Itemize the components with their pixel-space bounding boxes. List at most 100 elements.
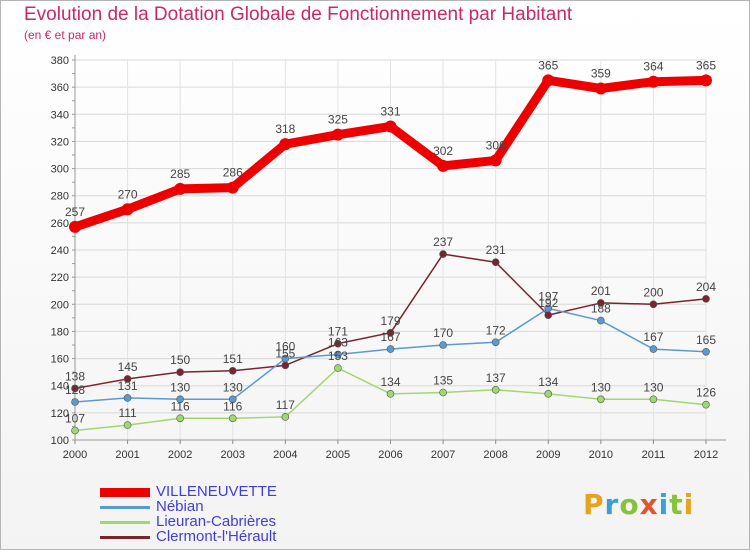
- data-label: 111: [118, 406, 137, 420]
- data-point: [71, 426, 79, 435]
- data-label: 170: [433, 326, 453, 340]
- y-tick-label: 300: [51, 164, 69, 176]
- data-label: 318: [275, 122, 295, 136]
- data-point: [71, 384, 79, 393]
- y-tick-label: 240: [51, 245, 69, 257]
- data-label: 145: [118, 360, 138, 374]
- data-label: 285: [170, 167, 190, 181]
- series-lines: [69, 74, 712, 435]
- data-point: [123, 375, 132, 383]
- data-point: [334, 339, 342, 348]
- x-tick-label: 2002: [168, 449, 192, 461]
- data-label: 130: [223, 380, 243, 394]
- legend-swatch: [100, 536, 150, 539]
- data-label: 365: [538, 58, 558, 72]
- data-point: [649, 395, 658, 404]
- logo-letter: P: [583, 488, 605, 521]
- data-label: 160: [275, 340, 295, 354]
- data-point: [439, 388, 447, 397]
- data-label: 116: [223, 399, 242, 413]
- data-point: [123, 421, 132, 429]
- data-label: 204: [696, 280, 716, 294]
- data-point: [700, 74, 712, 87]
- data-point: [281, 361, 290, 370]
- data-point: [437, 159, 450, 172]
- data-point: [281, 413, 290, 421]
- data-point: [176, 414, 184, 423]
- data-label: 163: [328, 336, 348, 350]
- data-point: [702, 295, 710, 303]
- legend-item: Clermont-l'Hérault: [100, 528, 400, 545]
- legend-label: Nébian: [156, 498, 204, 515]
- data-label: 137: [486, 371, 506, 385]
- data-point: [489, 154, 502, 167]
- data-point: [594, 82, 607, 95]
- data-label: 126: [696, 386, 716, 400]
- data-label: 359: [591, 67, 611, 81]
- data-label: 117: [276, 398, 295, 412]
- data-point: [176, 368, 184, 376]
- data-label: 172: [486, 323, 506, 337]
- x-tick-label: 2012: [694, 449, 718, 461]
- data-labels: 257 270 285 286 318 325 331 302 306 365 359 364 365 1…: [65, 58, 716, 425]
- x-tick-label: 2003: [221, 449, 245, 461]
- data-label: 165: [696, 333, 716, 347]
- data-label: 237: [433, 235, 453, 249]
- y-tick-label: 180: [51, 326, 69, 338]
- data-label: 179: [380, 314, 400, 328]
- data-label: 155: [275, 346, 295, 360]
- data-label: 153: [328, 349, 348, 363]
- data-point: [121, 203, 134, 216]
- x-tick-label: 2006: [378, 449, 402, 461]
- chart-title: Evolution de la Dotation Globale de Fonc…: [24, 4, 573, 25]
- data-point: [281, 354, 290, 363]
- y-tick-label: 160: [51, 354, 69, 366]
- data-point: [702, 347, 710, 356]
- logo-letter: x: [639, 488, 659, 521]
- data-point: [491, 385, 500, 394]
- data-label: 150: [170, 353, 190, 367]
- proxiti-logo: Proxiti: [583, 488, 694, 521]
- data-point: [647, 75, 660, 88]
- legend-item: Lieuran-Cabrières: [100, 513, 400, 530]
- data-point: [544, 390, 553, 398]
- y-tick-label: 360: [51, 82, 69, 94]
- data-label: 134: [380, 375, 400, 389]
- axes: 100 120 140 160 180 200 220 240 260 280 300 320 340 3…: [51, 55, 726, 461]
- data-point: [123, 394, 132, 402]
- data-label: 138: [65, 369, 85, 383]
- data-label: 171: [328, 325, 348, 339]
- data-label: 231: [486, 243, 506, 257]
- data-label: 167: [643, 330, 663, 344]
- data-label: 306: [486, 138, 506, 152]
- y-tick-label: 220: [51, 272, 69, 284]
- data-label: 134: [538, 375, 558, 389]
- data-point: [386, 390, 395, 398]
- data-label: 116: [171, 399, 190, 413]
- data-label: 365: [696, 58, 716, 72]
- logo-letter: o: [619, 488, 640, 521]
- data-point: [386, 345, 395, 353]
- data-label: 364: [643, 60, 663, 74]
- data-point: [542, 74, 555, 87]
- legend-label: Lieuran-Cabrières: [156, 513, 277, 530]
- data-label: 188: [591, 302, 611, 316]
- y-tick-label: 140: [51, 381, 69, 393]
- data-point: [544, 311, 553, 319]
- data-label: 131: [118, 379, 138, 393]
- x-tick-label: 2010: [589, 449, 613, 461]
- logo-letter: i: [683, 488, 695, 521]
- y-tick-label: 200: [51, 299, 69, 311]
- y-tick-label: 340: [51, 109, 69, 121]
- data-point: [597, 299, 605, 307]
- data-label: 192: [538, 296, 558, 310]
- data-point: [174, 182, 187, 195]
- y-tick-label: 120: [51, 408, 69, 420]
- legend-item: VILLENEUVETTE: [100, 483, 400, 500]
- data-label: 167: [380, 330, 400, 344]
- y-tick-label: 100: [51, 435, 69, 447]
- data-point: [228, 395, 237, 404]
- x-tick-label: 2000: [63, 449, 87, 461]
